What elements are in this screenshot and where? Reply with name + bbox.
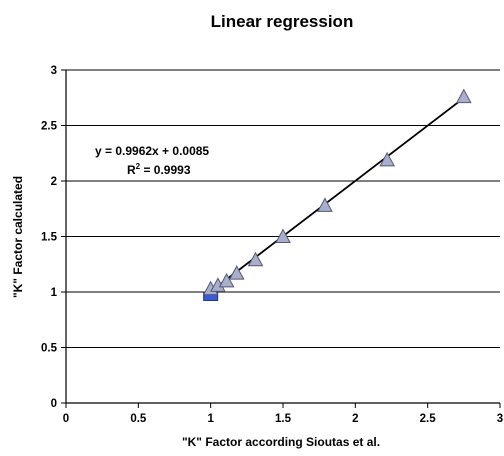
y-tick-label: 0.5 <box>41 343 58 355</box>
y-tick-label: 1.5 <box>41 232 58 244</box>
regression-equation: y = 0.9962x + 0.0085 <box>95 144 209 158</box>
chart-title: Linear regression <box>211 12 354 31</box>
gridlines <box>66 70 500 348</box>
y-axis-label: "K" Factor calculated <box>11 176 25 298</box>
x-tick-label: 1.5 <box>275 413 292 425</box>
x-tick-label: 1 <box>207 413 214 425</box>
y-tick-label: 3 <box>51 65 57 77</box>
y-tick-label: 1 <box>51 287 58 299</box>
data-point <box>249 253 263 266</box>
x-tick-label: 2.5 <box>420 413 437 425</box>
x-tick-label: 3 <box>497 413 503 425</box>
x-tick-label: 0 <box>63 413 69 425</box>
r-squared-value: = 0.9993 <box>140 163 191 177</box>
x-tick-label: 0.5 <box>130 413 147 425</box>
x-tick-label: 2 <box>352 413 358 425</box>
y-tick-label: 2 <box>51 176 57 188</box>
x-axis-label: "K" Factor according Sioutas et al. <box>182 435 380 449</box>
trendline <box>211 98 464 292</box>
trendline-group <box>211 98 464 292</box>
y-tick-label: 2.5 <box>41 121 58 133</box>
data-point <box>457 90 471 103</box>
y-tick-label: 0 <box>51 398 57 410</box>
r-squared-label: R2 = 0.9993 <box>127 162 191 177</box>
r-squared-letter: R <box>127 163 136 177</box>
